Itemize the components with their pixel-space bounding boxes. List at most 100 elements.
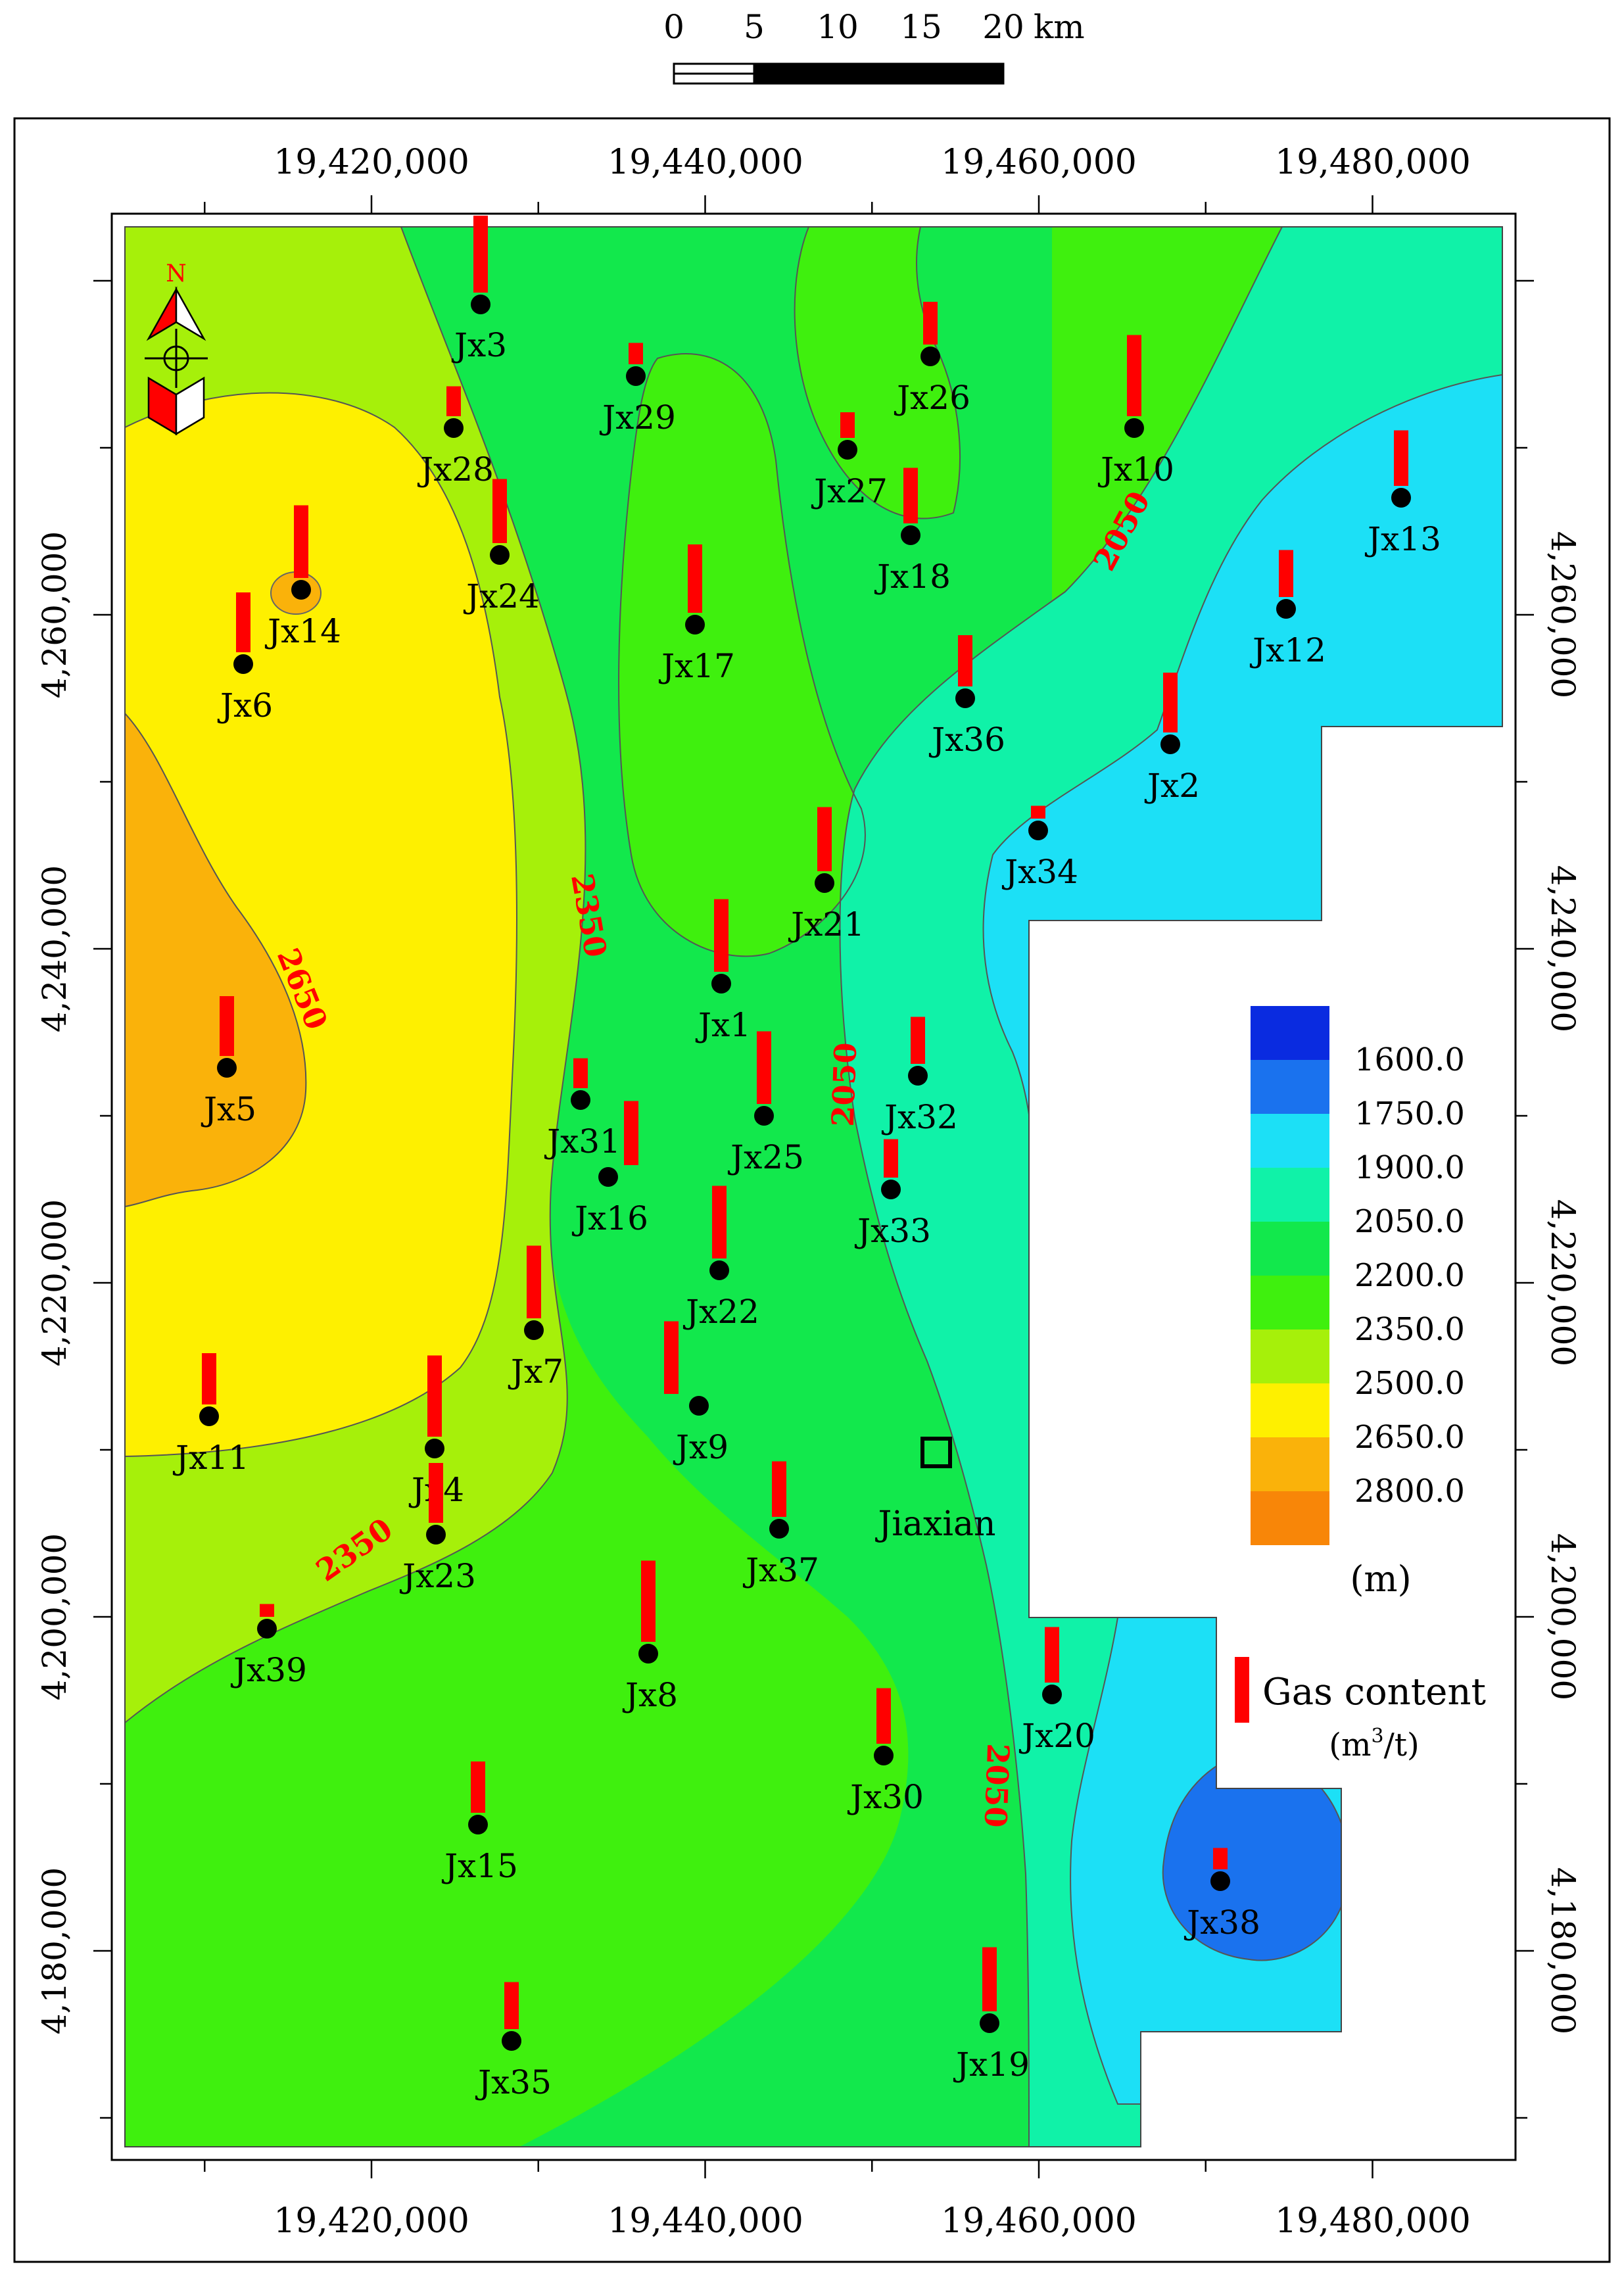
well-point xyxy=(1160,734,1180,754)
y-tick-label-right: 4,220,000 xyxy=(1544,1199,1582,1366)
gas-content-bar xyxy=(1127,335,1141,416)
well-label: Jx29 xyxy=(599,398,676,437)
legend-color-box xyxy=(1251,1168,1329,1222)
y-tick-label-right: 4,260,000 xyxy=(1544,531,1582,698)
zone-2650 xyxy=(125,713,306,1207)
elevation-legend: (m) 1600.0 1750.0 1900.0 2050.0 2200.0 2350.0… xyxy=(1251,1006,1465,1600)
y-tick-label-left: 4,200,000 xyxy=(36,1533,74,1700)
well-marker: Jx8 xyxy=(622,1560,678,1714)
y-tick-label-left: 4,220,000 xyxy=(36,1199,74,1366)
well-marker: Jx7 xyxy=(508,1245,563,1391)
well-point xyxy=(815,873,834,893)
gas-content-bar xyxy=(492,479,507,543)
well-point xyxy=(874,1746,894,1765)
north-arrow-icon: N xyxy=(145,260,208,436)
y-tick-label-left: 4,180,000 xyxy=(36,1867,74,2034)
scale-tick-label: 0 xyxy=(663,8,684,46)
well-label: Jx6 xyxy=(217,686,273,725)
well-label: Jx36 xyxy=(928,721,1005,759)
well-marker: Jx13 xyxy=(1364,430,1441,558)
gas-content-bar xyxy=(641,1560,656,1642)
legend-unit: (m) xyxy=(1350,1558,1411,1600)
well-label: Jx37 xyxy=(742,1551,819,1589)
well-point xyxy=(908,1066,928,1086)
well-label: Jx10 xyxy=(1097,450,1174,489)
well-point xyxy=(709,1260,729,1280)
well-marker: Jx35 xyxy=(475,1982,552,2101)
gas-content-bar xyxy=(202,1353,216,1404)
well-marker: Jx28 xyxy=(417,386,494,489)
well-marker: Jx6 xyxy=(217,592,273,725)
x-axis-bottom-labels: 19,420,000 19,440,000 19,460,000 19,480,… xyxy=(274,2201,1471,2241)
well-label: Jx33 xyxy=(854,1212,931,1250)
gas-content-bar xyxy=(817,807,832,871)
well-point xyxy=(1028,821,1048,840)
well-point xyxy=(502,2031,521,2051)
zone-1600 xyxy=(1162,1749,1349,1961)
legend-value: 1600.0 xyxy=(1354,1042,1465,1078)
axis-ticks xyxy=(93,195,1534,2178)
well-label: Jx35 xyxy=(475,2063,552,2101)
well-marker: Jx38 xyxy=(1183,1848,1260,1942)
well-label: Jx17 xyxy=(658,647,735,685)
well-point xyxy=(1276,599,1296,619)
gas-content-bar xyxy=(1394,430,1408,486)
well-point xyxy=(291,580,311,600)
well-point xyxy=(425,1439,444,1458)
gas-content-bar xyxy=(876,1688,891,1744)
gas-content-bar xyxy=(427,1355,442,1437)
scale-unit: km xyxy=(1034,8,1085,46)
scale-bar-segment xyxy=(836,62,922,85)
well-marker: Jx10 xyxy=(1097,335,1174,489)
well-point xyxy=(1042,1685,1062,1704)
well-point xyxy=(468,1815,488,1834)
well-point xyxy=(980,2013,999,2033)
well-point xyxy=(685,615,705,635)
well-label: Jx23 xyxy=(399,1557,476,1595)
well-marker: Jx2 xyxy=(1144,673,1200,805)
x-tick-label-bottom: 19,480,000 xyxy=(1275,2201,1471,2241)
well-label: Jx18 xyxy=(874,558,951,596)
gas-content-bar xyxy=(772,1461,786,1517)
well-label: Jx24 xyxy=(463,577,540,615)
well-point xyxy=(1124,418,1144,438)
legend-value: 1900.0 xyxy=(1354,1149,1465,1186)
gas-content-bar xyxy=(664,1321,679,1394)
gas-content-bar xyxy=(294,505,308,578)
legend-value: 1750.0 xyxy=(1354,1095,1465,1132)
well-point xyxy=(471,295,490,314)
y-tick-label-right: 4,200,000 xyxy=(1544,1533,1582,1700)
well-point xyxy=(490,545,510,565)
gas-content-bar xyxy=(527,1245,541,1318)
well-point xyxy=(199,1406,219,1426)
well-label: Jx1 xyxy=(695,1006,751,1044)
contour-label: 2050 xyxy=(825,1042,863,1128)
legend-value: 2500.0 xyxy=(1354,1365,1465,1402)
well-marker: Jx31 xyxy=(544,1058,621,1161)
gas-content-bar xyxy=(573,1058,588,1088)
gas-unit-base: (m xyxy=(1329,1727,1371,1763)
scale-tick-label: 5 xyxy=(744,8,765,46)
well-label: Jx38 xyxy=(1183,1904,1260,1942)
well-point xyxy=(689,1396,709,1416)
well-point xyxy=(901,525,920,545)
gas-content-bar xyxy=(923,302,938,345)
legend-value: 2650.0 xyxy=(1354,1419,1465,1456)
legend-color-box xyxy=(1251,1114,1329,1168)
gas-content-bar xyxy=(473,216,488,293)
well-marker: Jx15 xyxy=(441,1761,518,1885)
well-label: Jx34 xyxy=(1001,853,1078,891)
gas-content-bar xyxy=(236,592,251,652)
well-label: Jx7 xyxy=(508,1353,563,1391)
gas-content-bar xyxy=(1045,1627,1059,1683)
gas-content-bar xyxy=(911,1017,925,1064)
well-marker: Jx26 xyxy=(894,302,970,417)
well-label: Jx28 xyxy=(417,450,494,489)
x-tick-label-top: 19,480,000 xyxy=(1275,143,1471,182)
well-label: Jx31 xyxy=(544,1122,621,1161)
legend-color-box xyxy=(1251,1006,1329,1060)
gas-content-bar xyxy=(1213,1848,1228,1869)
outer-frame xyxy=(13,117,1611,2263)
scale-bar-segment xyxy=(753,62,839,85)
y-tick-label-left: 4,240,000 xyxy=(36,865,74,1032)
